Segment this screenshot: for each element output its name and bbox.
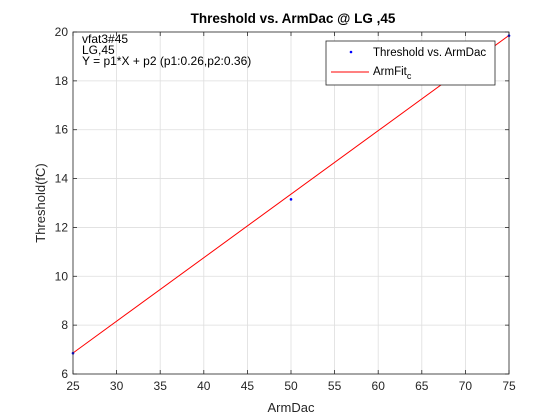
x-axis-label: ArmDac bbox=[268, 400, 315, 415]
annotation-chip: vfat3#45 bbox=[82, 32, 128, 46]
x-tick-label: 70 bbox=[459, 379, 473, 393]
x-tick-label: 50 bbox=[284, 379, 298, 393]
y-tick-label: 12 bbox=[55, 220, 69, 234]
legend-label-fit-main: ArmFit bbox=[373, 66, 408, 78]
legend-box bbox=[325, 40, 496, 86]
x-tick-label: 55 bbox=[328, 379, 342, 393]
x-tick-label: 75 bbox=[502, 379, 516, 393]
y-tick-label: 8 bbox=[61, 318, 68, 332]
y-tick-label: 18 bbox=[55, 74, 69, 88]
x-tick-label: 40 bbox=[197, 379, 211, 393]
y-tick-label: 14 bbox=[55, 172, 69, 186]
ticks: 25 30 35 40 45 50 55 60 65 70 75 6 8 10 12 14 16 18 20 bbox=[55, 25, 516, 393]
legend-label-fit-sub: c bbox=[407, 71, 412, 81]
y-axis-label: Threshold(fC) bbox=[33, 163, 48, 242]
annotation-fit-formula: Y = p1*X + p2 (p1:0.26,p2:0.36) bbox=[82, 54, 251, 68]
x-tick-label: 45 bbox=[241, 379, 255, 393]
x-tick-label: 65 bbox=[415, 379, 429, 393]
legend-label-fit: ArmFitc bbox=[373, 66, 412, 81]
y-tick-label: 6 bbox=[61, 367, 68, 381]
legend-label-points: Threshold vs. ArmDac bbox=[373, 47, 486, 59]
legend-marker-points bbox=[349, 50, 353, 54]
legend: Threshold vs. ArmDac ArmFitc bbox=[325, 40, 496, 86]
data-point bbox=[289, 198, 293, 201]
annotation-gain: LG,45 bbox=[82, 43, 115, 57]
y-tick-label: 10 bbox=[55, 269, 69, 283]
x-tick-label: 25 bbox=[66, 379, 80, 393]
chart-title: Threshold vs. ArmDac @ LG ,45 bbox=[191, 11, 396, 26]
y-tick-label: 20 bbox=[55, 25, 69, 39]
x-tick-label: 60 bbox=[372, 379, 386, 393]
y-tick-label: 16 bbox=[55, 123, 69, 137]
x-tick-label: 35 bbox=[154, 379, 168, 393]
fit-line bbox=[72, 35, 510, 354]
x-tick-label: 30 bbox=[110, 379, 124, 393]
